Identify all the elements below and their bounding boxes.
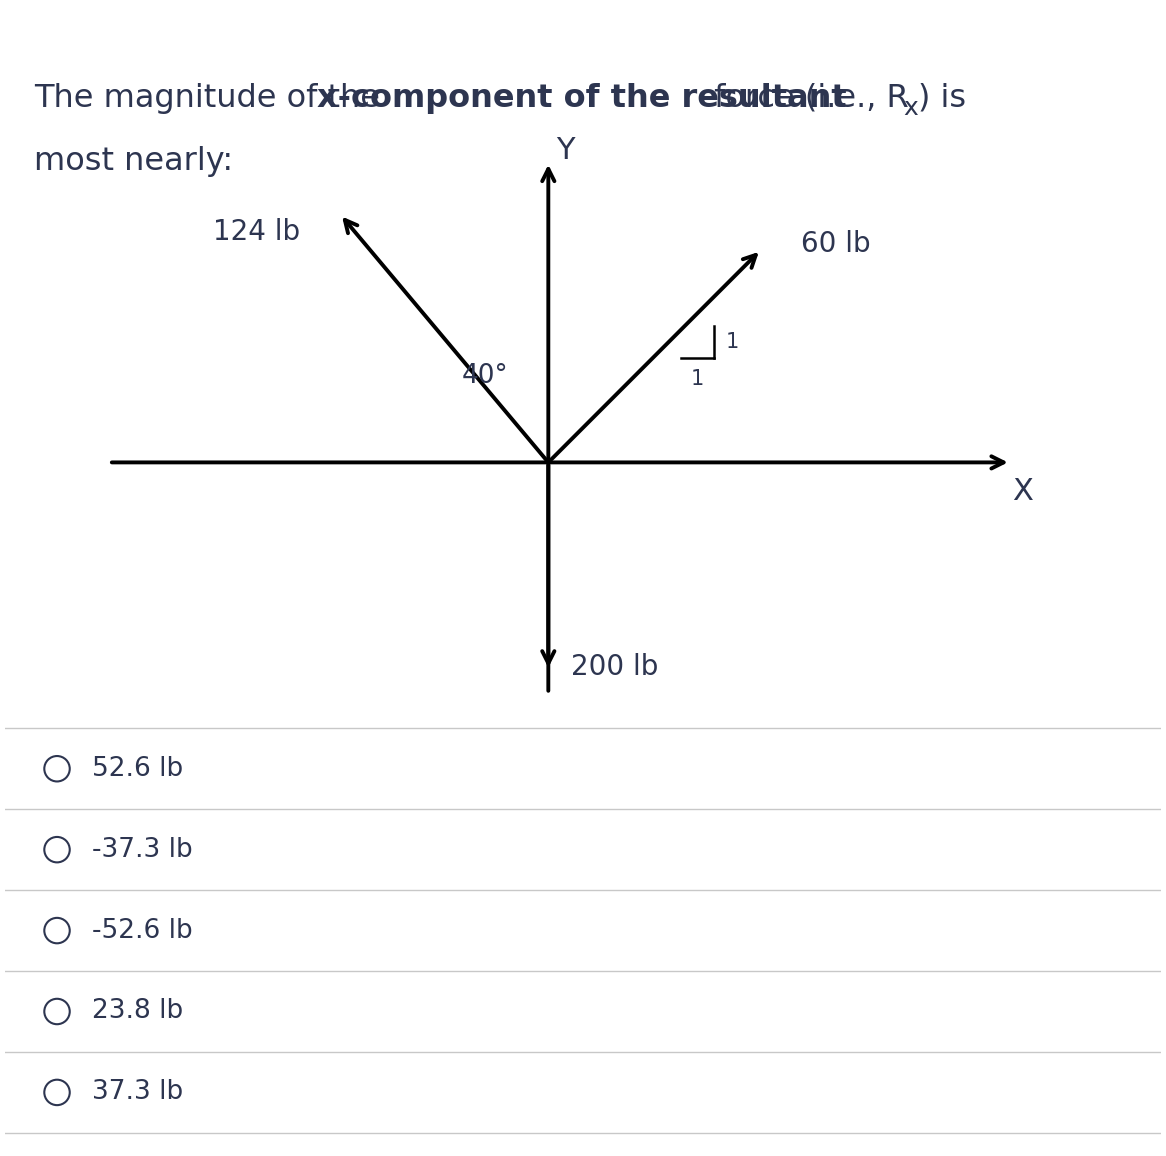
Text: 1: 1 bbox=[725, 332, 738, 353]
Text: 1: 1 bbox=[690, 369, 704, 390]
Text: 40°: 40° bbox=[462, 363, 508, 388]
Text: -37.3 lb: -37.3 lb bbox=[92, 837, 192, 862]
Text: X: X bbox=[1012, 476, 1033, 506]
Text: x: x bbox=[904, 96, 918, 119]
Text: The magnitude of the: The magnitude of the bbox=[34, 83, 389, 113]
Text: 37.3 lb: 37.3 lb bbox=[92, 1080, 183, 1105]
Text: 124 lb: 124 lb bbox=[212, 217, 300, 246]
Text: ) is: ) is bbox=[919, 83, 967, 113]
Text: 60 lb: 60 lb bbox=[801, 230, 871, 258]
Text: Y: Y bbox=[556, 135, 575, 165]
Text: -52.6 lb: -52.6 lb bbox=[92, 918, 192, 943]
Text: force (i.e., R: force (i.e., R bbox=[704, 83, 909, 113]
Text: 23.8 lb: 23.8 lb bbox=[92, 999, 183, 1024]
Text: most nearly:: most nearly: bbox=[34, 147, 233, 177]
Text: 52.6 lb: 52.6 lb bbox=[92, 756, 183, 781]
Text: x-component of the resultant: x-component of the resultant bbox=[317, 83, 847, 113]
Text: 200 lb: 200 lb bbox=[571, 653, 659, 681]
